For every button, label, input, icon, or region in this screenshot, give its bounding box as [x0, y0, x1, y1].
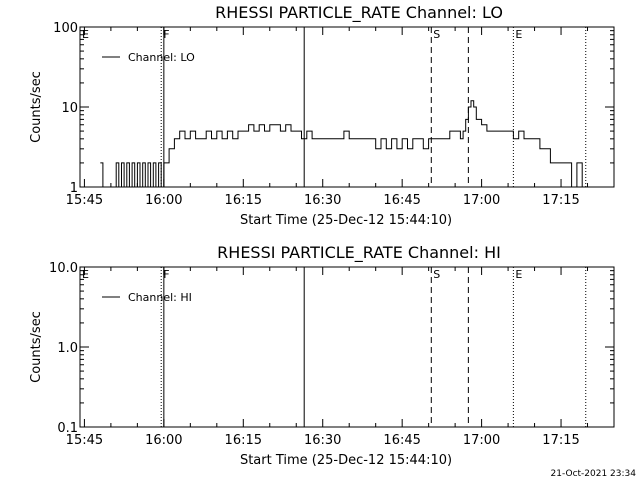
- x-tick-label: 16:45: [383, 433, 420, 448]
- y-tick-label: 1: [70, 181, 78, 196]
- y-tick-label: 100: [53, 21, 78, 36]
- x-tick-label: 17:00: [463, 193, 500, 208]
- event-marker-label: E: [515, 28, 522, 41]
- x-tick-label: 15:45: [66, 193, 103, 208]
- event-marker-label: F: [163, 268, 169, 281]
- y-tick-label: 0.1: [57, 421, 78, 436]
- chart-title: RHESSI PARTICLE_RATE Channel: LO: [215, 3, 503, 23]
- y-axis-label: Counts/sec: [29, 71, 44, 143]
- x-axis-label: Start Time (25-Dec-12 15:44:10): [240, 213, 452, 228]
- x-tick-label: 17:15: [542, 193, 579, 208]
- event-marker-label: E: [82, 28, 89, 41]
- y-tick-label: 1.0: [57, 341, 78, 356]
- x-tick-label: 16:00: [145, 193, 182, 208]
- y-tick-label: 10.0: [49, 261, 78, 276]
- chart-title: RHESSI PARTICLE_RATE Channel: HI: [217, 243, 501, 263]
- event-marker-label: E: [515, 268, 522, 281]
- x-axis-label: Start Time (25-Dec-12 15:44:10): [240, 453, 452, 468]
- generated-timestamp: 21-Oct-2021 23:34: [551, 469, 637, 479]
- y-tick-label: 10: [61, 101, 78, 116]
- x-tick-label: 15:45: [66, 433, 103, 448]
- event-marker-label: E: [82, 268, 89, 281]
- event-marker-label: F: [163, 28, 169, 41]
- x-tick-label: 16:45: [383, 193, 420, 208]
- event-marker-label: S: [433, 28, 440, 41]
- legend-label: Channel: LO: [128, 51, 195, 64]
- legend-label: Channel: HI: [128, 291, 192, 304]
- series-line: [100, 100, 587, 188]
- x-tick-label: 16:15: [225, 193, 262, 208]
- x-tick-label: 16:15: [225, 433, 262, 448]
- hi-channel-panel: RHESSI PARTICLE_RATE Channel: HI Counts/…: [29, 243, 615, 468]
- lo-channel-panel: RHESSI PARTICLE_RATE Channel: LO Counts/…: [29, 3, 615, 228]
- x-tick-label: 16:30: [304, 193, 341, 208]
- x-tick-label: 16:00: [145, 433, 182, 448]
- x-tick-label: 17:15: [542, 433, 579, 448]
- x-tick-label: 17:00: [463, 433, 500, 448]
- x-tick-label: 16:30: [304, 433, 341, 448]
- y-axis-label: Counts/sec: [29, 311, 44, 383]
- event-marker-label: S: [433, 268, 440, 281]
